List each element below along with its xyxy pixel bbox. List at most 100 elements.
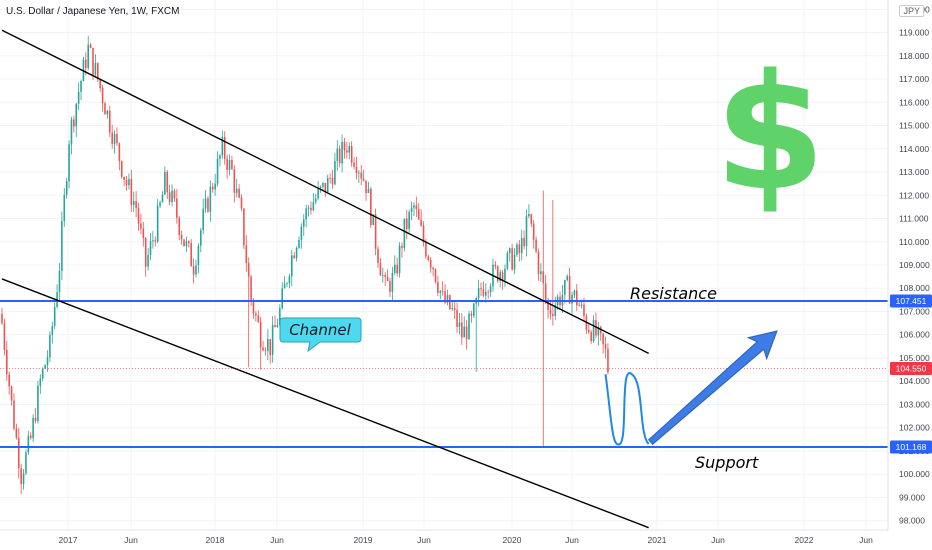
price-tag-label: 101.168 [896,442,927,452]
candle-body [341,141,343,164]
candle-body [405,218,408,230]
candle-body [10,386,13,401]
candle-body [537,251,540,275]
candle-body [511,248,513,270]
candle-body [99,79,101,89]
candle-body [358,172,360,174]
candle-body [568,276,571,304]
candle-body [65,181,68,195]
candle-body [178,217,181,235]
candle-body [271,324,274,355]
projection-curve[interactable] [604,372,650,446]
candle-body [120,161,123,177]
candle-body [449,295,451,310]
candle-body [247,263,250,277]
candle-body [377,248,379,264]
candle-body [101,88,104,104]
candle-body [53,306,56,327]
y-tick-label: 109.000 [899,260,930,270]
candle-body [427,256,430,260]
candle-body [453,307,456,310]
candle-body [17,437,20,469]
candle-body [530,213,533,224]
candle-body [267,339,269,352]
candle-body [130,179,133,205]
candle-body [362,178,365,181]
y-tick-label: 116.000 [899,97,929,107]
candle-body [484,291,487,296]
candle-body [255,313,257,316]
candle-body [238,188,240,198]
currency-button[interactable]: JPY [899,5,924,17]
candle-body [257,315,260,322]
candle-body [552,313,554,316]
candle-body [22,473,25,484]
candle-body [602,333,604,345]
candle-body [1,313,3,324]
candle-body [391,272,394,292]
x-tick-label: Jun [417,535,431,545]
candle-body [41,368,44,379]
y-tick-label: 108.000 [899,283,930,293]
candle-body [111,132,113,144]
candle-body [219,155,221,159]
channel-upper-line[interactable] [1,29,649,354]
candle-body [209,186,212,212]
y-tick-label: 106.000 [899,330,930,340]
candle-body [456,309,458,327]
candle-body [518,244,521,254]
candle-body [305,208,307,220]
y-tick-label: 103.000 [899,399,930,409]
candle-body [180,234,183,240]
candle-body [516,244,518,255]
candle-body [494,264,497,267]
x-tick-label: 2022 [795,535,814,545]
channel-lower-line[interactable] [1,278,649,529]
candle-body [578,305,580,307]
candle-body [322,182,324,187]
candle-body [68,144,70,182]
candle-body [415,205,418,210]
y-tick-label: 117.000 [899,74,929,84]
candle-body [317,188,319,199]
price-tag-current [890,361,932,375]
trend-arrow[interactable] [641,320,786,452]
candle-body [326,177,329,193]
candle-body [128,179,130,186]
candle-body [142,228,145,238]
candle-body [223,136,226,159]
candle-body [279,308,281,326]
candle-body [434,269,437,282]
y-tick-label: 100.000 [899,469,930,479]
candle-body [73,119,75,127]
candle-body [355,166,358,174]
candle-body [97,63,99,80]
x-tick-label: 2019 [354,535,373,545]
candle-body [496,266,499,282]
channel-callout[interactable]: Channel [279,317,362,353]
candle-body [382,274,384,276]
candle-body [367,188,370,194]
candle-body [372,214,375,226]
candle-body [94,63,97,75]
candle-body [580,304,583,306]
candle-body [89,44,92,48]
candle-body [525,216,528,247]
candle-body [350,145,353,163]
candle-body [290,255,293,277]
candle-body [566,276,569,281]
candle-body [513,254,516,270]
candle-body [535,239,537,252]
candle-body [439,290,442,293]
candle-body [8,374,10,387]
candle-body [429,259,432,268]
candle-body [63,194,66,222]
candle-body [168,192,171,203]
candle-body [25,452,27,474]
candle-body [58,270,61,293]
candle-body [564,280,566,295]
candle-body [398,245,401,274]
